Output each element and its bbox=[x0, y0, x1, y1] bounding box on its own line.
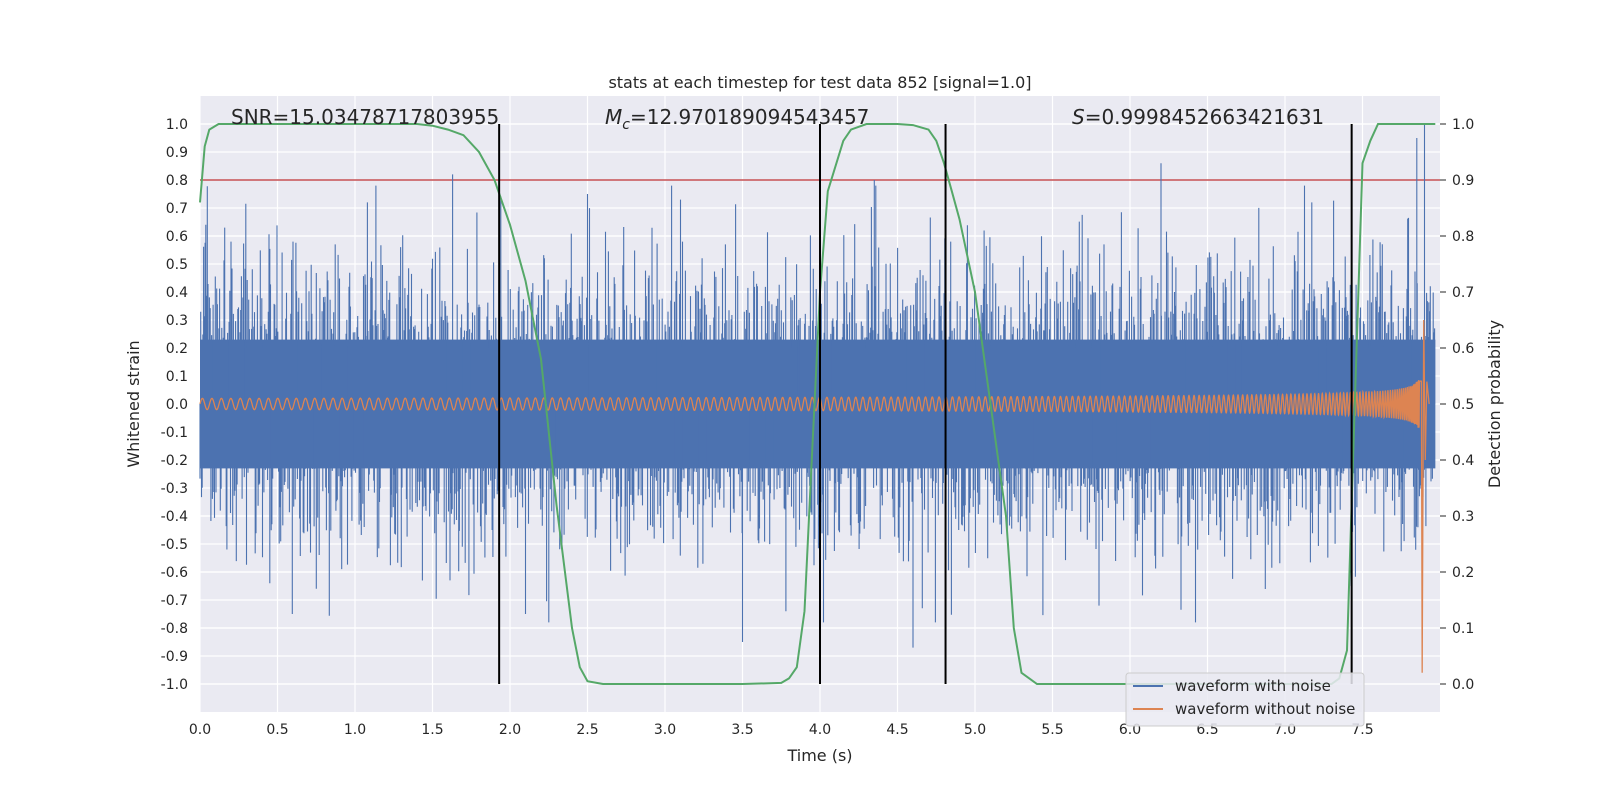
tick-layer: 0.0 0.5 1.0 1.5 2.0 2.5 3.0 3.5 4.0 4.5 5.0 5.5 6.0 6… bbox=[161, 117, 1475, 738]
x-tick-label: 5.5 bbox=[1041, 722, 1063, 738]
chirp-mass-annotation: Mc=12.970189094543457 bbox=[605, 105, 869, 133]
y-tick-label: 0.5 bbox=[166, 257, 188, 273]
y-tick-label: -0.7 bbox=[161, 593, 188, 609]
chart-title: stats at each timestep for test data 852… bbox=[608, 73, 1031, 92]
y-tick-label: 0.9 bbox=[166, 145, 188, 161]
y2-tick-label: 0.8 bbox=[1452, 229, 1474, 245]
x-axis-label: Time (s) bbox=[786, 746, 852, 765]
y2-tick-label: 0.0 bbox=[1452, 677, 1474, 693]
chirp-mass-symbol: M bbox=[605, 105, 622, 129]
y-tick-label: -0.1 bbox=[161, 425, 188, 441]
legend: waveform with noise waveform without noi… bbox=[1125, 672, 1365, 727]
x-tick-label: 4.0 bbox=[809, 722, 831, 738]
vline-layer bbox=[498, 124, 1353, 684]
y-tick-label: -0.8 bbox=[161, 621, 188, 637]
snr-annotation: SNR=15.03478717803955 bbox=[231, 105, 499, 129]
y-tick-label: -1.0 bbox=[161, 677, 188, 693]
x-tick-label: 3.5 bbox=[731, 722, 753, 738]
y-tick-label: -0.2 bbox=[161, 453, 188, 469]
y-tick-label: 1.0 bbox=[166, 117, 188, 133]
x-tick-label: 0.5 bbox=[266, 722, 288, 738]
score-symbol: S bbox=[1072, 105, 1085, 129]
y2-tick-label: 0.4 bbox=[1452, 453, 1474, 469]
y-tick-label: 0.0 bbox=[166, 397, 188, 413]
x-tick-label: 5.0 bbox=[964, 722, 986, 738]
y-tick-label: 0.1 bbox=[166, 369, 188, 385]
signal-layer bbox=[199, 319, 1430, 673]
y-tick-label: -0.9 bbox=[161, 649, 188, 665]
legend-box bbox=[1125, 672, 1365, 727]
x-tick-label: 0.0 bbox=[189, 722, 211, 738]
y2-tick-label: 0.1 bbox=[1452, 621, 1474, 637]
y-tick-label: -0.4 bbox=[161, 509, 188, 525]
y2-tick-label: 0.3 bbox=[1452, 509, 1474, 525]
y2-tick-label: 0.9 bbox=[1452, 173, 1474, 189]
chirp-mass-subscript: c bbox=[622, 117, 630, 133]
score-value: =0.9998452663421631 bbox=[1085, 105, 1324, 129]
legend-label-signal: waveform without noise bbox=[1175, 700, 1355, 718]
x-tick-label: 2.0 bbox=[499, 722, 521, 738]
y-tick-label: -0.5 bbox=[161, 537, 188, 553]
y-tick-label: 0.8 bbox=[166, 173, 188, 189]
y-axis-label: Whitened strain bbox=[124, 340, 143, 467]
y2-tick-label: 0.5 bbox=[1452, 397, 1474, 413]
y-tick-label: 0.2 bbox=[166, 341, 188, 357]
y2-tick-label: 0.6 bbox=[1452, 341, 1474, 357]
y-tick-label: -0.6 bbox=[161, 565, 188, 581]
noise-trace bbox=[199, 124, 1436, 648]
x-tick-label: 1.0 bbox=[344, 722, 366, 738]
y-tick-label: -0.3 bbox=[161, 481, 188, 497]
legend-label-noise: waveform with noise bbox=[1175, 677, 1331, 695]
x-tick-label: 3.0 bbox=[654, 722, 676, 738]
y-tick-label: 0.3 bbox=[166, 313, 188, 329]
signal-trace bbox=[199, 319, 1430, 673]
y-tick-label: 0.7 bbox=[166, 201, 188, 217]
y2-axis-label: Detection probability bbox=[1485, 320, 1504, 488]
x-tick-label: 2.5 bbox=[576, 722, 598, 738]
score-annotation: S=0.9998452663421631 bbox=[1072, 105, 1324, 129]
x-tick-label: 1.5 bbox=[421, 722, 443, 738]
y-tick-label: 0.4 bbox=[166, 285, 188, 301]
chirp-mass-value: =12.970189094543457 bbox=[630, 105, 869, 129]
y2-tick-label: 0.7 bbox=[1452, 285, 1474, 301]
y-tick-label: 0.6 bbox=[166, 229, 188, 245]
x-tick-label: 4.5 bbox=[886, 722, 908, 738]
y2-tick-label: 0.2 bbox=[1452, 565, 1474, 581]
y2-tick-label: 1.0 bbox=[1452, 117, 1474, 133]
